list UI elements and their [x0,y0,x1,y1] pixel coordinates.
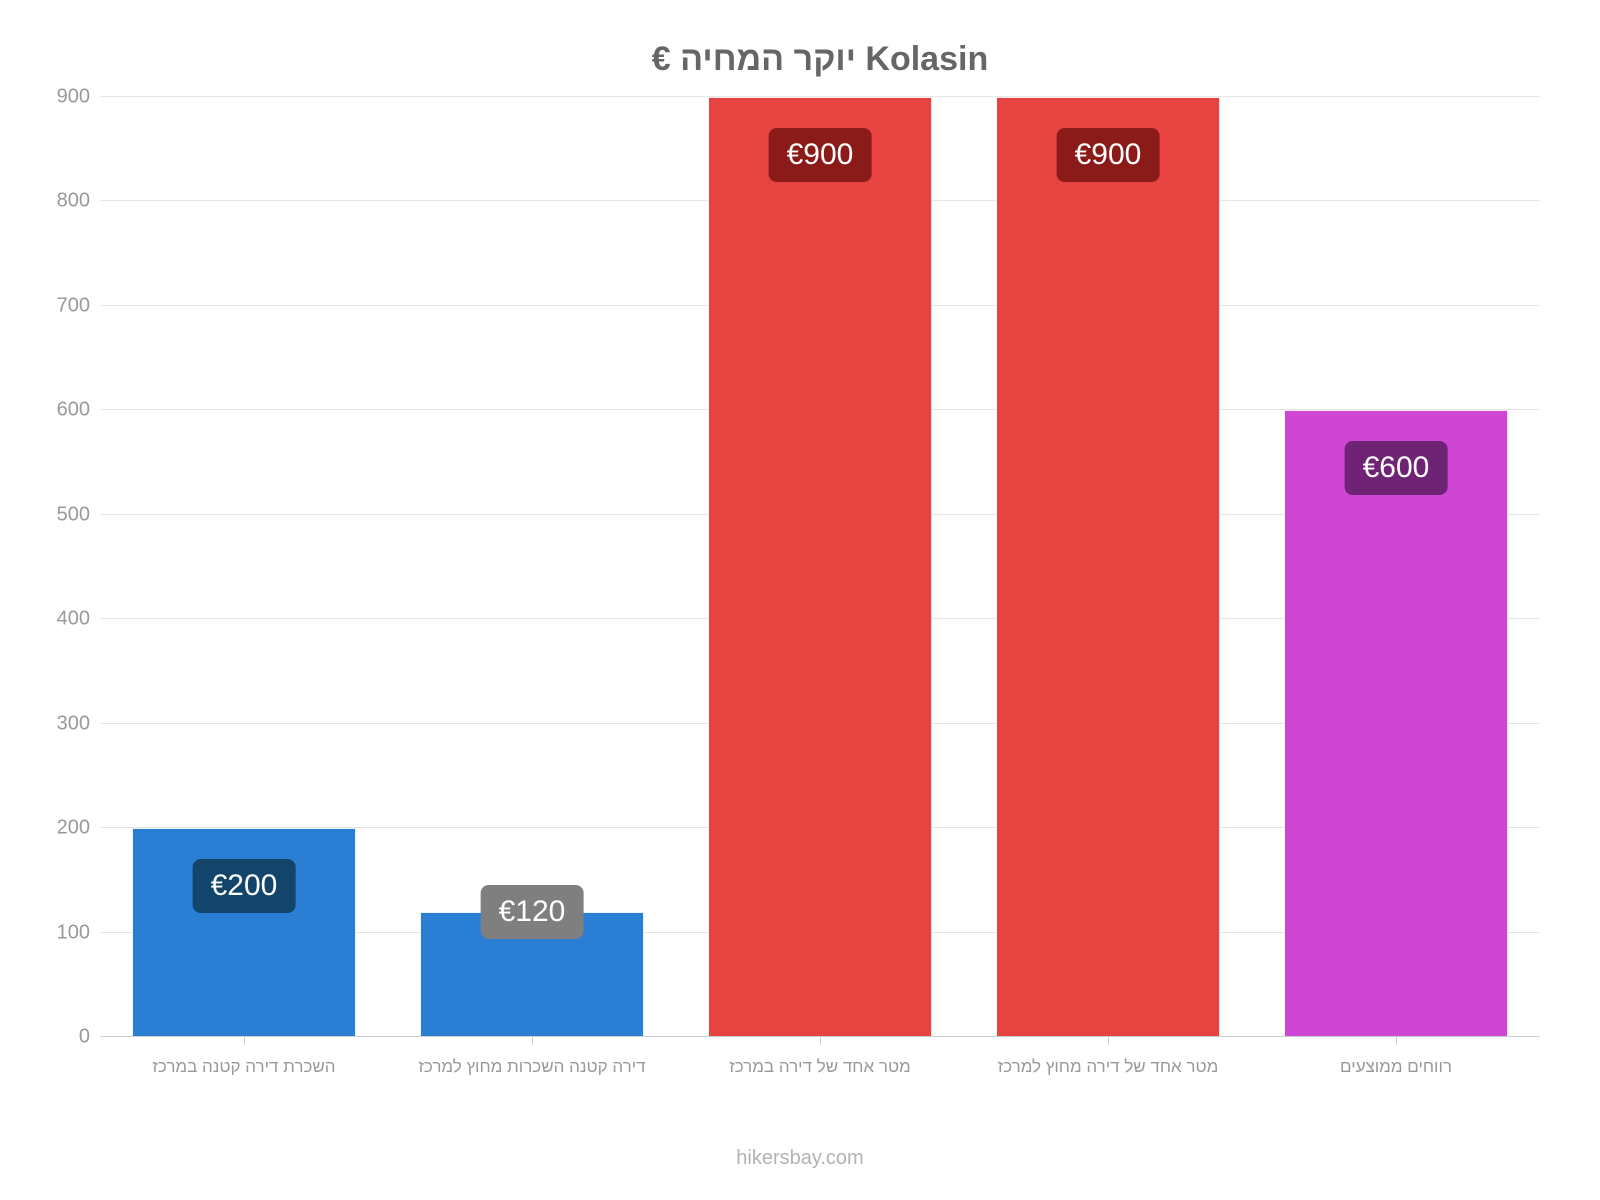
y-tick-label: 900 [57,86,90,109]
x-tick-mark [820,1037,821,1045]
y-tick-label: 700 [57,294,90,317]
bar: €600 [1284,410,1509,1037]
bar: €200 [132,828,357,1037]
plot-area: 0100200300400500600700800900 €200€120€90… [100,97,1540,1037]
bar-slot: €900 [964,97,1252,1037]
bar-value-label: €600 [1345,441,1448,495]
bar: €900 [996,97,1221,1037]
bar-slot: €900 [676,97,964,1037]
x-tick-mark [1108,1037,1109,1045]
bar-slot: €120 [388,97,676,1037]
x-tick-mark [1396,1037,1397,1045]
bars-group: €200 €120 €900 €900 €600 [100,97,1540,1037]
bar-value-label: €900 [769,128,872,182]
y-tick-label: 0 [79,1026,90,1049]
bar-value-label: €900 [1057,128,1160,182]
y-tick-label: 100 [57,921,90,944]
bar: €900 [708,97,933,1037]
y-tick-label: 200 [57,817,90,840]
y-tick-label: 400 [57,608,90,631]
y-tick-label: 500 [57,503,90,526]
bar-value-label: €120 [481,885,584,939]
footer-credit: hikersbay.com [0,1147,1600,1170]
y-tick-label: 800 [57,190,90,213]
chart-container: Kolasin יוקר המחיה € 0 100 200 300 400 500 600… [0,0,1600,1200]
bar-slot: €600 [1252,97,1540,1037]
x-tick-mark [532,1037,533,1045]
chart-title: Kolasin יוקר המחיה € [100,40,1540,79]
bar-value-label: €200 [193,859,296,913]
bar-slot: €200 [100,97,388,1037]
bar: €120 [420,912,645,1037]
y-tick-label: 300 [57,712,90,735]
x-tick-mark [244,1037,245,1045]
x-axis: השכרת דירה קטנה במרכזדירה קטנה השכרות מח… [100,1037,1540,1077]
y-tick-label: 600 [57,399,90,422]
y-axis: 0100200300400500600700800900 [50,97,100,1037]
